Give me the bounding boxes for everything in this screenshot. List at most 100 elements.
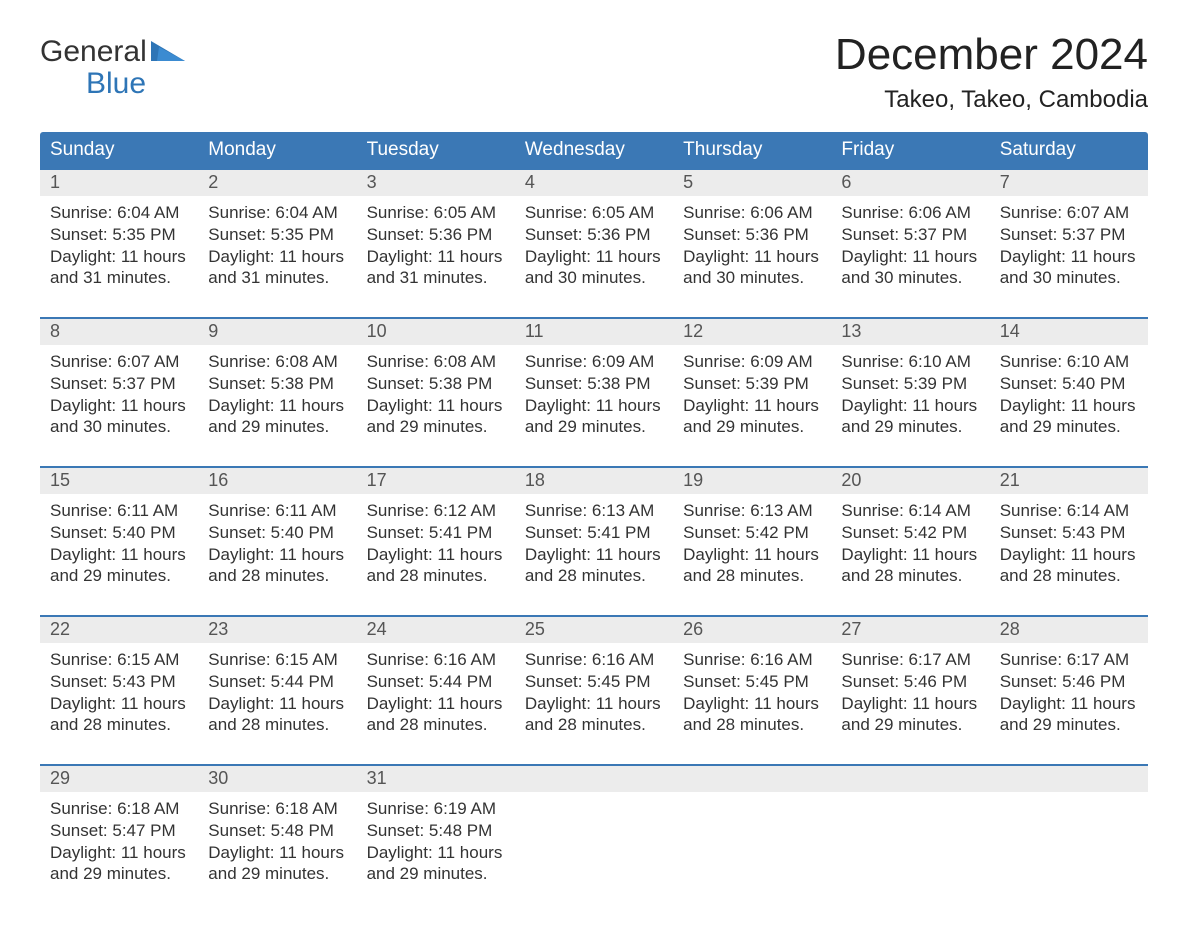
daylight-line: Daylight: 11 hours and 29 minutes. [841, 693, 979, 737]
sunrise-line: Sunrise: 6:17 AM [841, 649, 979, 671]
sunrise-line: Sunrise: 6:11 AM [50, 500, 188, 522]
day-details: Sunrise: 6:14 AMSunset: 5:42 PMDaylight:… [831, 494, 989, 601]
day-details: Sunrise: 6:13 AMSunset: 5:42 PMDaylight:… [673, 494, 831, 601]
sunset-line: Sunset: 5:40 PM [208, 522, 346, 544]
sunset-line: Sunset: 5:41 PM [525, 522, 663, 544]
daylight-line: Daylight: 11 hours and 29 minutes. [525, 395, 663, 439]
sunset-line: Sunset: 5:48 PM [208, 820, 346, 842]
day-number [673, 766, 831, 792]
day-details: Sunrise: 6:05 AMSunset: 5:36 PMDaylight:… [515, 196, 673, 303]
sunrise-line: Sunrise: 6:05 AM [525, 202, 663, 224]
day-details: Sunrise: 6:09 AMSunset: 5:39 PMDaylight:… [673, 345, 831, 452]
daylight-line: Daylight: 11 hours and 29 minutes. [50, 544, 188, 588]
month-title: December 2024 [835, 30, 1148, 80]
calendar-week: 15Sunrise: 6:11 AMSunset: 5:40 PMDayligh… [40, 466, 1148, 601]
daylight-line: Daylight: 11 hours and 28 minutes. [208, 544, 346, 588]
calendar-day: 31Sunrise: 6:19 AMSunset: 5:48 PMDayligh… [357, 766, 515, 899]
day-details: Sunrise: 6:09 AMSunset: 5:38 PMDaylight:… [515, 345, 673, 452]
day-details [990, 792, 1148, 812]
day-number: 20 [831, 468, 989, 494]
calendar-day: 6Sunrise: 6:06 AMSunset: 5:37 PMDaylight… [831, 170, 989, 303]
day-number: 15 [40, 468, 198, 494]
day-details: Sunrise: 6:11 AMSunset: 5:40 PMDaylight:… [40, 494, 198, 601]
daylight-line: Daylight: 11 hours and 29 minutes. [683, 395, 821, 439]
day-number: 17 [357, 468, 515, 494]
daylight-line: Daylight: 11 hours and 29 minutes. [50, 842, 188, 886]
day-number: 10 [357, 319, 515, 345]
day-number: 25 [515, 617, 673, 643]
calendar-day: 30Sunrise: 6:18 AMSunset: 5:48 PMDayligh… [198, 766, 356, 899]
sunset-line: Sunset: 5:37 PM [1000, 224, 1138, 246]
sunset-line: Sunset: 5:39 PM [841, 373, 979, 395]
sunset-line: Sunset: 5:46 PM [1000, 671, 1138, 693]
day-label: Thursday [673, 132, 831, 168]
day-details: Sunrise: 6:13 AMSunset: 5:41 PMDaylight:… [515, 494, 673, 601]
sunrise-line: Sunrise: 6:04 AM [208, 202, 346, 224]
day-details: Sunrise: 6:16 AMSunset: 5:45 PMDaylight:… [515, 643, 673, 750]
sunrise-line: Sunrise: 6:16 AM [367, 649, 505, 671]
daylight-line: Daylight: 11 hours and 28 minutes. [1000, 544, 1138, 588]
location-text: Takeo, Takeo, Cambodia [835, 86, 1148, 114]
logo: General Blue [40, 30, 185, 99]
daylight-line: Daylight: 11 hours and 31 minutes. [50, 246, 188, 290]
header-bar: General Blue December 2024 Takeo, Takeo,… [40, 30, 1148, 114]
day-details: Sunrise: 6:18 AMSunset: 5:47 PMDaylight:… [40, 792, 198, 899]
sunset-line: Sunset: 5:42 PM [683, 522, 821, 544]
calendar-day: 20Sunrise: 6:14 AMSunset: 5:42 PMDayligh… [831, 468, 989, 601]
daylight-line: Daylight: 11 hours and 31 minutes. [367, 246, 505, 290]
sunrise-line: Sunrise: 6:17 AM [1000, 649, 1138, 671]
sunset-line: Sunset: 5:35 PM [50, 224, 188, 246]
sunrise-line: Sunrise: 6:10 AM [1000, 351, 1138, 373]
daylight-line: Daylight: 11 hours and 29 minutes. [367, 842, 505, 886]
calendar-day: 14Sunrise: 6:10 AMSunset: 5:40 PMDayligh… [990, 319, 1148, 452]
calendar-day: 16Sunrise: 6:11 AMSunset: 5:40 PMDayligh… [198, 468, 356, 601]
day-number: 12 [673, 319, 831, 345]
sunset-line: Sunset: 5:36 PM [367, 224, 505, 246]
day-details: Sunrise: 6:14 AMSunset: 5:43 PMDaylight:… [990, 494, 1148, 601]
sunrise-line: Sunrise: 6:16 AM [683, 649, 821, 671]
day-number: 24 [357, 617, 515, 643]
daylight-line: Daylight: 11 hours and 29 minutes. [1000, 395, 1138, 439]
calendar-day: 15Sunrise: 6:11 AMSunset: 5:40 PMDayligh… [40, 468, 198, 601]
daylight-line: Daylight: 11 hours and 28 minutes. [367, 693, 505, 737]
day-number: 23 [198, 617, 356, 643]
day-number: 28 [990, 617, 1148, 643]
calendar-day: 23Sunrise: 6:15 AMSunset: 5:44 PMDayligh… [198, 617, 356, 750]
day-details: Sunrise: 6:12 AMSunset: 5:41 PMDaylight:… [357, 494, 515, 601]
calendar-day: 17Sunrise: 6:12 AMSunset: 5:41 PMDayligh… [357, 468, 515, 601]
sunrise-line: Sunrise: 6:15 AM [208, 649, 346, 671]
daylight-line: Daylight: 11 hours and 28 minutes. [525, 693, 663, 737]
day-number: 8 [40, 319, 198, 345]
calendar-day: 26Sunrise: 6:16 AMSunset: 5:45 PMDayligh… [673, 617, 831, 750]
sunset-line: Sunset: 5:45 PM [525, 671, 663, 693]
calendar-day [831, 766, 989, 899]
calendar-day [990, 766, 1148, 899]
day-number: 9 [198, 319, 356, 345]
sunrise-line: Sunrise: 6:07 AM [50, 351, 188, 373]
calendar-day: 1 Sunrise: 6:04 AMSunset: 5:35 PMDaylight… [40, 170, 198, 303]
calendar-day-header: SundayMondayTuesdayWednesdayThursdayFrid… [40, 132, 1148, 168]
sunrise-line: Sunrise: 6:12 AM [367, 500, 505, 522]
calendar-week: 29Sunrise: 6:18 AMSunset: 5:47 PMDayligh… [40, 764, 1148, 899]
sunset-line: Sunset: 5:46 PM [841, 671, 979, 693]
daylight-line: Daylight: 11 hours and 30 minutes. [50, 395, 188, 439]
sunrise-line: Sunrise: 6:18 AM [50, 798, 188, 820]
day-number: 31 [357, 766, 515, 792]
sunset-line: Sunset: 5:44 PM [208, 671, 346, 693]
day-label: Tuesday [357, 132, 515, 168]
sunrise-line: Sunrise: 6:04 AM [50, 202, 188, 224]
triangle-icon [151, 36, 185, 68]
calendar-day: 12Sunrise: 6:09 AMSunset: 5:39 PMDayligh… [673, 319, 831, 452]
sunset-line: Sunset: 5:37 PM [841, 224, 979, 246]
day-number: 16 [198, 468, 356, 494]
day-number: 14 [990, 319, 1148, 345]
daylight-line: Daylight: 11 hours and 29 minutes. [841, 395, 979, 439]
calendar-week: 8Sunrise: 6:07 AMSunset: 5:37 PMDaylight… [40, 317, 1148, 452]
sunset-line: Sunset: 5:39 PM [683, 373, 821, 395]
sunset-line: Sunset: 5:35 PM [208, 224, 346, 246]
day-number: 1 [40, 170, 198, 196]
day-details: Sunrise: 6:17 AMSunset: 5:46 PMDaylight:… [831, 643, 989, 750]
calendar-week: 1Sunrise: 6:04 AMSunset: 5:35 PMDaylight… [40, 168, 1148, 303]
calendar-day: 8Sunrise: 6:07 AMSunset: 5:37 PMDaylight… [40, 319, 198, 452]
day-details [673, 792, 831, 812]
